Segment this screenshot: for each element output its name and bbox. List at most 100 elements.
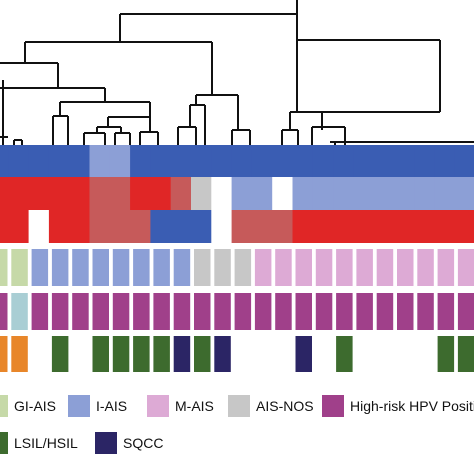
histology-cell (153, 249, 170, 286)
heatmap-cell (292, 210, 314, 243)
heatmap-cell (89, 145, 111, 177)
lesion-cell (133, 336, 150, 372)
heatmap-cell (130, 145, 151, 177)
heatmap-cell (373, 210, 395, 243)
heatmap-cell (28, 177, 50, 210)
heatmap-cell (333, 145, 354, 177)
histology-cell (194, 249, 211, 286)
heatmap-cell (353, 210, 375, 243)
hpv-cell (153, 293, 170, 330)
histology-cell (457, 249, 474, 286)
legend-swatch-sqcc (95, 432, 117, 454)
heatmap-cell (28, 145, 50, 177)
lesion-cell (437, 336, 455, 372)
lesion-cell (194, 336, 211, 372)
heatmap-cell (109, 177, 131, 210)
heatmap-cell (434, 210, 456, 243)
heatmap-cell (48, 210, 70, 243)
legend-item-high-risk-hpv: High-risk HPV Positi (322, 395, 474, 417)
heatmap-cell (150, 210, 172, 243)
histology-cell (397, 249, 414, 286)
histology-cell (112, 249, 130, 286)
heatmap-cell (28, 210, 50, 243)
hpv-cell (336, 293, 353, 330)
hpv-cell (11, 293, 28, 330)
heatmap-cell (69, 210, 91, 243)
hpv-cell (214, 293, 231, 330)
histology-cell (214, 249, 231, 286)
legend-item-sqcc: SQCC (95, 432, 163, 454)
legend-label-i-ais: I-AIS (96, 398, 128, 414)
heatmap-cell (414, 210, 436, 243)
heatmap-cell (251, 145, 273, 177)
heatmap-cell (89, 177, 111, 210)
heatmap-cell (8, 210, 30, 243)
legend-swatch-high-risk-hpv (322, 395, 344, 417)
heatmap-cell (8, 177, 30, 210)
hpv-cell (417, 293, 434, 330)
histology-cell (234, 249, 252, 286)
hpv-cell (315, 293, 333, 330)
heatmap-cell (0, 145, 9, 177)
histology-cell (51, 249, 69, 286)
heatmap-cell (0, 177, 9, 210)
hpv-cell (0, 293, 8, 330)
heatmap-cell (292, 177, 314, 210)
hpv-cell (92, 293, 109, 330)
heatmap (0, 145, 474, 243)
hpv-cell (31, 293, 49, 330)
heatmap-cell (251, 177, 273, 210)
legend-swatch-ais-nos (228, 395, 250, 417)
legend-swatch-i-ais (68, 395, 90, 417)
histology-cell (0, 249, 8, 286)
heatmap-cell (272, 145, 294, 177)
histology-cell (254, 249, 272, 286)
hpv-cell (437, 293, 455, 330)
hpv-cell (51, 293, 69, 330)
heatmap-cell (211, 210, 233, 243)
hpv-cell (234, 293, 252, 330)
legend-item-lsil-hsil: LSIL/HSIL (0, 432, 78, 454)
legend-label-m-ais: M-AIS (175, 398, 214, 414)
lesion-cell (0, 336, 8, 372)
lesion-cell (295, 336, 312, 372)
heatmap-cell (373, 145, 395, 177)
heatmap-cell (0, 210, 9, 243)
heatmap-cell (231, 210, 253, 243)
heatmap-cell (231, 145, 253, 177)
histology-cell (133, 249, 150, 286)
lesion-cell (51, 336, 69, 372)
histology-cell (437, 249, 455, 286)
histology-cell (417, 249, 434, 286)
lesion-cell (457, 336, 474, 372)
histology-cell (336, 249, 353, 286)
lesion-cell (112, 336, 130, 372)
lesion-cell (336, 336, 353, 372)
heatmap-cell (170, 145, 192, 177)
histology-cell (31, 249, 49, 286)
hpv-cell (254, 293, 272, 330)
heatmap-cell (414, 145, 436, 177)
hpv-cell (397, 293, 414, 330)
legend-item-m-ais: M-AIS (147, 395, 214, 417)
heatmap-cell (454, 210, 474, 243)
heatmap-cell (292, 145, 314, 177)
hpv-cell (173, 293, 191, 330)
histology-cell (275, 249, 292, 286)
heatmap-cell (89, 210, 111, 243)
heatmap-cell (130, 177, 151, 210)
hpv-cell (376, 293, 394, 330)
heatmap-cell (191, 210, 212, 243)
heatmap-cell (373, 177, 395, 210)
hpv-cell (133, 293, 150, 330)
histology-cell (356, 249, 373, 286)
heatmap-cell (434, 145, 456, 177)
heatmap-cell (434, 177, 456, 210)
hpv-cell (457, 293, 474, 330)
lesion-cell (173, 336, 191, 372)
hpv-cell (112, 293, 130, 330)
histology-cell (92, 249, 109, 286)
heatmap-cell (394, 210, 415, 243)
heatmap-cell (150, 145, 172, 177)
